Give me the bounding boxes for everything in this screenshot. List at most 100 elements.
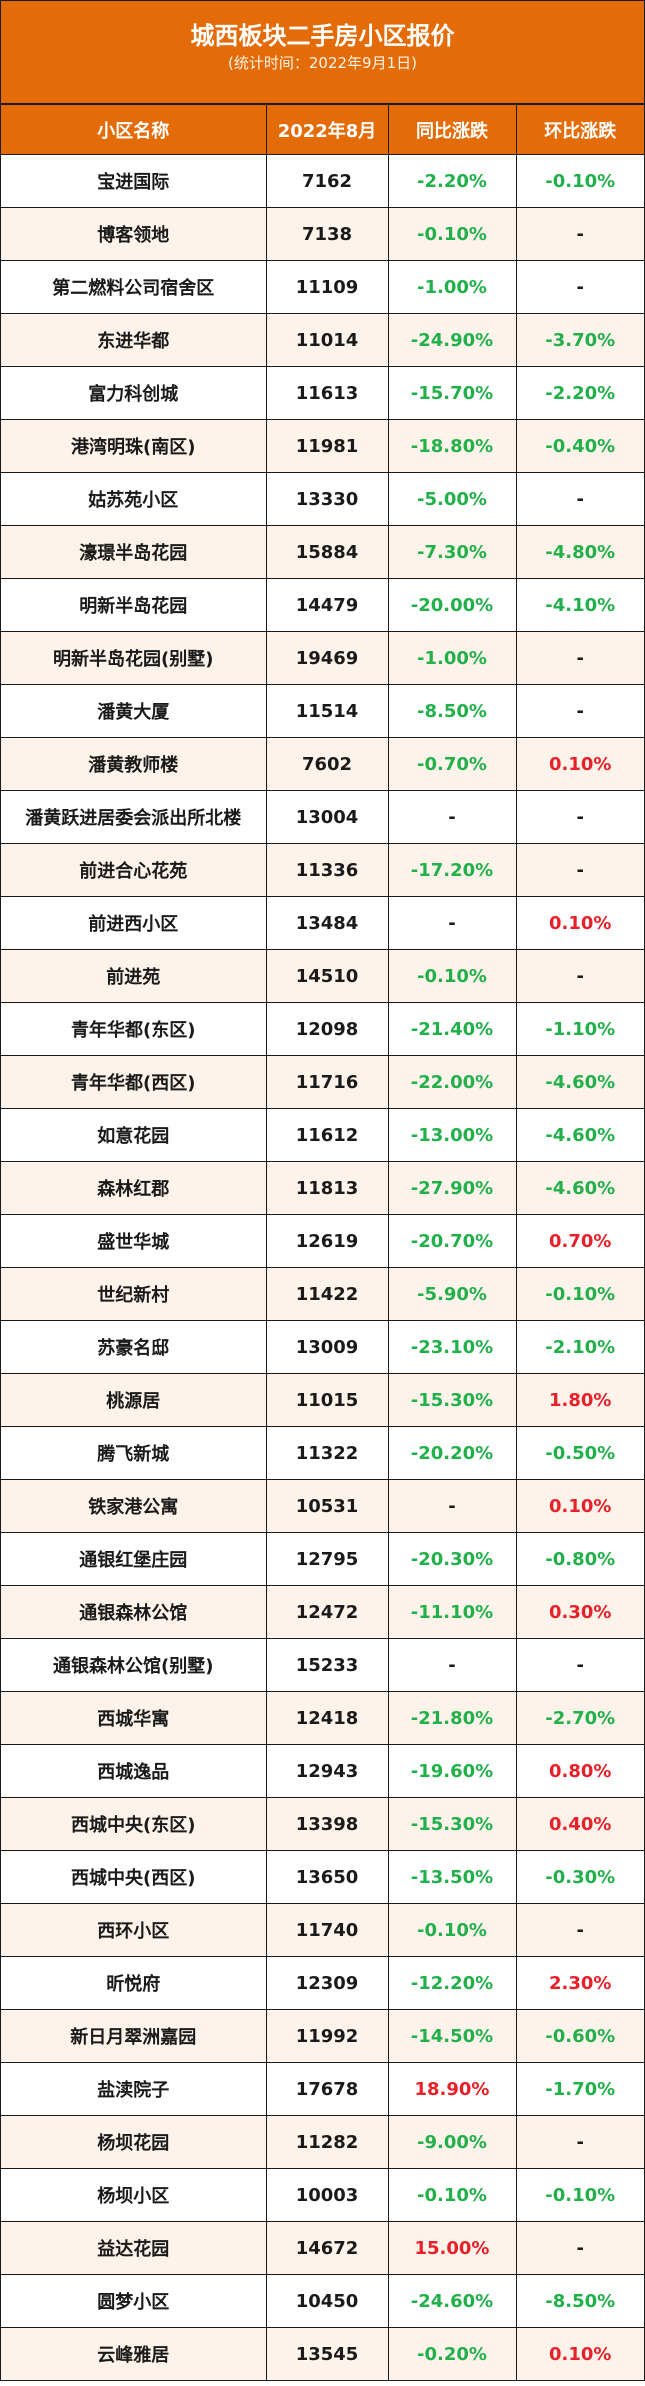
price-cell: 11322	[265, 1426, 389, 1480]
community-name-cell: 第二燃料公司宿舍区	[1, 260, 267, 314]
community-name-cell: 潘黄教师楼	[1, 737, 267, 791]
yoy-change-cell: -0.20%	[387, 2327, 517, 2380]
page-title: 城西板块二手房小区报价	[190, 22, 455, 50]
mom-change-cell: -4.60%	[515, 1108, 644, 1162]
community-name-cell: 青年华都(西区)	[1, 1055, 267, 1109]
table-row: 西环小区 11740 -0.10% -	[1, 1903, 644, 1957]
mom-change-cell: -0.10%	[515, 154, 644, 208]
mom-change-cell: -4.60%	[515, 1055, 644, 1109]
mom-change-cell: -0.30%	[515, 1850, 644, 1904]
price-cell: 13004	[265, 790, 389, 844]
mom-change-cell: -0.80%	[515, 1532, 644, 1586]
mom-change-cell: -8.50%	[515, 2274, 644, 2328]
community-name-cell: 潘黄跃进居委会派出所北楼	[1, 790, 267, 844]
community-name-cell: 姑苏苑小区	[1, 472, 267, 526]
price-cell: 13330	[265, 472, 389, 526]
community-name-cell: 西城中央(东区)	[1, 1797, 267, 1851]
mom-change-cell: 0.70%	[515, 1214, 644, 1268]
price-cell: 11813	[265, 1161, 389, 1215]
yoy-change-cell: -	[387, 896, 517, 950]
yoy-change-cell: -9.00%	[387, 2115, 517, 2169]
table-row: 前进合心花苑 11336 -17.20% -	[1, 843, 644, 897]
community-name-cell: 潘黄大厦	[1, 684, 267, 738]
table-row: 云峰雅居 13545 -0.20% 0.10%	[1, 2327, 644, 2380]
yoy-change-cell: -1.00%	[387, 631, 517, 685]
yoy-change-cell: -5.90%	[387, 1267, 517, 1321]
table-row: 盐渎院子 17678 18.90% -1.70%	[1, 2062, 644, 2116]
community-name-cell: 博客领地	[1, 207, 267, 261]
community-name-cell: 明新半岛花园(别墅)	[1, 631, 267, 685]
price-cell: 11514	[265, 684, 389, 738]
community-name-cell: 濠璟半岛花园	[1, 525, 267, 579]
page-subtitle: (统计时间：2022年9月1日)	[228, 54, 417, 72]
community-name-cell: 青年华都(东区)	[1, 1002, 267, 1056]
table-row: 潘黄跃进居委会派出所北楼 13004- -	[1, 790, 644, 844]
price-cell: 11109	[265, 260, 389, 314]
price-cell: 15884	[265, 525, 389, 579]
yoy-change-cell: -24.60%	[387, 2274, 517, 2328]
mom-change-cell: -0.50%	[515, 1426, 644, 1480]
table-row: 东进华都 11014 -24.90% -3.70%	[1, 313, 644, 367]
yoy-change-cell: -21.40%	[387, 1002, 517, 1056]
mom-change-cell: -0.10%	[515, 1267, 644, 1321]
community-name-cell: 盐渎院子	[1, 2062, 267, 2116]
yoy-change-cell: -18.80%	[387, 419, 517, 473]
table-row: 通银森林公馆(别墅) 15233- -	[1, 1638, 644, 1692]
community-name-cell: 西城中央(西区)	[1, 1850, 267, 1904]
community-name-cell: 杨坝花园	[1, 2115, 267, 2169]
price-cell: 11716	[265, 1055, 389, 1109]
mom-change-cell: -	[515, 631, 644, 685]
yoy-change-cell: -8.50%	[387, 684, 517, 738]
mom-change-cell: -2.70%	[515, 1691, 644, 1745]
price-cell: 13545	[265, 2327, 389, 2380]
table-row: 港湾明珠(南区) 11981 -18.80% -0.40%	[1, 419, 644, 473]
mom-change-cell: -1.10%	[515, 1002, 644, 1056]
price-cell: 12098	[265, 1002, 389, 1056]
mom-change-cell: 0.10%	[515, 896, 644, 950]
table-row: 森林红郡 11813 -27.90% -4.60%	[1, 1161, 644, 1215]
mom-change-cell: -3.70%	[515, 313, 644, 367]
mom-change-cell: 2.30%	[515, 1956, 644, 2010]
mom-change-cell: -	[515, 1638, 644, 1692]
community-name-cell: 铁家港公寓	[1, 1479, 267, 1533]
price-cell: 10003	[265, 2168, 389, 2222]
price-cell: 12418	[265, 1691, 389, 1745]
price-cell: 10450	[265, 2274, 389, 2328]
yoy-change-cell: -15.30%	[387, 1797, 517, 1851]
table-row: 第二燃料公司宿舍区 11109 -1.00% -	[1, 260, 644, 314]
community-name-cell: 森林红郡	[1, 1161, 267, 1215]
mom-change-cell: 0.10%	[515, 737, 644, 791]
yoy-change-cell: -	[387, 1638, 517, 1692]
mom-change-cell: 1.80%	[515, 1373, 644, 1427]
community-name-cell: 腾飞新城	[1, 1426, 267, 1480]
yoy-change-cell: -23.10%	[387, 1320, 517, 1374]
community-name-cell: 通银森林公馆(别墅)	[1, 1638, 267, 1692]
mom-change-cell: -1.70%	[515, 2062, 644, 2116]
table-row: 濠璟半岛花园 15884 -7.30% -4.80%	[1, 525, 644, 579]
mom-change-cell: -	[515, 1903, 644, 1957]
mom-change-cell: -4.60%	[515, 1161, 644, 1215]
price-cell: 7162	[265, 154, 389, 208]
community-name-cell: 西城逸品	[1, 1744, 267, 1798]
community-name-cell: 宝进国际	[1, 154, 267, 208]
community-name-cell: 世纪新村	[1, 1267, 267, 1321]
column-header-name: 小区名称	[1, 104, 267, 155]
price-cell: 7138	[265, 207, 389, 261]
mom-change-cell: -	[515, 2221, 644, 2275]
community-name-cell: 杨坝小区	[1, 2168, 267, 2222]
price-cell: 13398	[265, 1797, 389, 1851]
table-row: 青年华都(东区) 12098 -21.40% -1.10%	[1, 1002, 644, 1056]
community-name-cell: 东进华都	[1, 313, 267, 367]
yoy-change-cell: -1.00%	[387, 260, 517, 314]
community-name-cell: 苏豪名邸	[1, 1320, 267, 1374]
community-name-cell: 如意花园	[1, 1108, 267, 1162]
mom-change-cell: 0.10%	[515, 2327, 644, 2380]
table-row: 腾飞新城 11322 -20.20% -0.50%	[1, 1426, 644, 1480]
yoy-change-cell: -20.30%	[387, 1532, 517, 1586]
price-cell: 11612	[265, 1108, 389, 1162]
yoy-change-cell: -17.20%	[387, 843, 517, 897]
price-cell: 12472	[265, 1585, 389, 1639]
price-cell: 19469	[265, 631, 389, 685]
yoy-change-cell: -20.20%	[387, 1426, 517, 1480]
